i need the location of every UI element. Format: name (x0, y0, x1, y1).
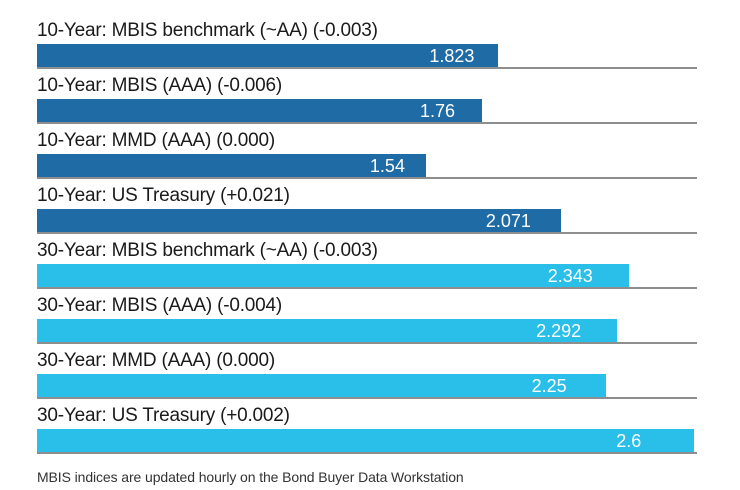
bar-label: 30-Year: MBIS benchmark (~AA) (-0.003) (37, 240, 378, 261)
footer-note: MBIS indices are updated hourly on the B… (37, 469, 464, 485)
bar-label: 10-Year: MBIS (AAA) (-0.006) (37, 75, 283, 96)
bar-label: 30-Year: MMD (AAA) (0.000) (37, 350, 276, 371)
bar-label: 10-Year: US Treasury (+0.021) (37, 185, 290, 206)
bar-label: 30-Year: MBIS (AAA) (-0.004) (37, 295, 283, 316)
chart-row: 10-Year: MBIS benchmark (~AA) (-0.003) 1… (37, 20, 697, 72)
chart-row: 10-Year: MBIS (AAA) (-0.006) 1.76 (37, 75, 697, 127)
bar-track: 1.54 (37, 154, 697, 179)
bar-label: 10-Year: MBIS benchmark (~AA) (-0.003) (37, 20, 378, 41)
bar-track: 2.343 (37, 264, 697, 289)
chart-row: 30-Year: MBIS benchmark (~AA) (-0.003) 2… (37, 240, 697, 292)
bar-track: 1.823 (37, 44, 697, 69)
chart-row: 30-Year: MMD (AAA) (0.000) 2.25 (37, 350, 697, 402)
bar: 2.292 (37, 319, 617, 342)
bar-track: 2.25 (37, 374, 697, 399)
bar-chart: 10-Year: MBIS benchmark (~AA) (-0.003) 1… (37, 20, 697, 457)
bar-value: 2.343 (547, 266, 593, 286)
chart-row: 30-Year: US Treasury (+0.002) 2.6 (37, 405, 697, 457)
bar-label: 10-Year: MMD (AAA) (0.000) (37, 130, 276, 151)
bar: 1.76 (37, 99, 483, 122)
bar-value: 2.071 (485, 211, 531, 231)
bar: 2.6 (37, 429, 695, 452)
bar-value: 1.54 (369, 156, 405, 176)
bar-value: 2.6 (616, 431, 642, 451)
bar-label: 30-Year: US Treasury (+0.002) (37, 405, 290, 426)
chart-row: 10-Year: MMD (AAA) (0.000) 1.54 (37, 130, 697, 182)
chart-row: 10-Year: US Treasury (+0.021) 2.071 (37, 185, 697, 237)
bar: 2.071 (37, 209, 561, 232)
bar: 2.343 (37, 264, 630, 287)
chart-row: 30-Year: MBIS (AAA) (-0.004) 2.292 (37, 295, 697, 347)
bar: 1.54 (37, 154, 427, 177)
bar-value: 1.823 (429, 46, 475, 66)
bar-value: 1.76 (420, 101, 456, 121)
bar-value: 2.25 (531, 376, 567, 396)
bar-track: 2.6 (37, 429, 697, 454)
bar-track: 2.071 (37, 209, 697, 234)
bar: 2.25 (37, 374, 606, 397)
bar-value: 2.292 (536, 321, 582, 341)
bar: 1.823 (37, 44, 498, 67)
bar-track: 2.292 (37, 319, 697, 344)
bar-track: 1.76 (37, 99, 697, 124)
